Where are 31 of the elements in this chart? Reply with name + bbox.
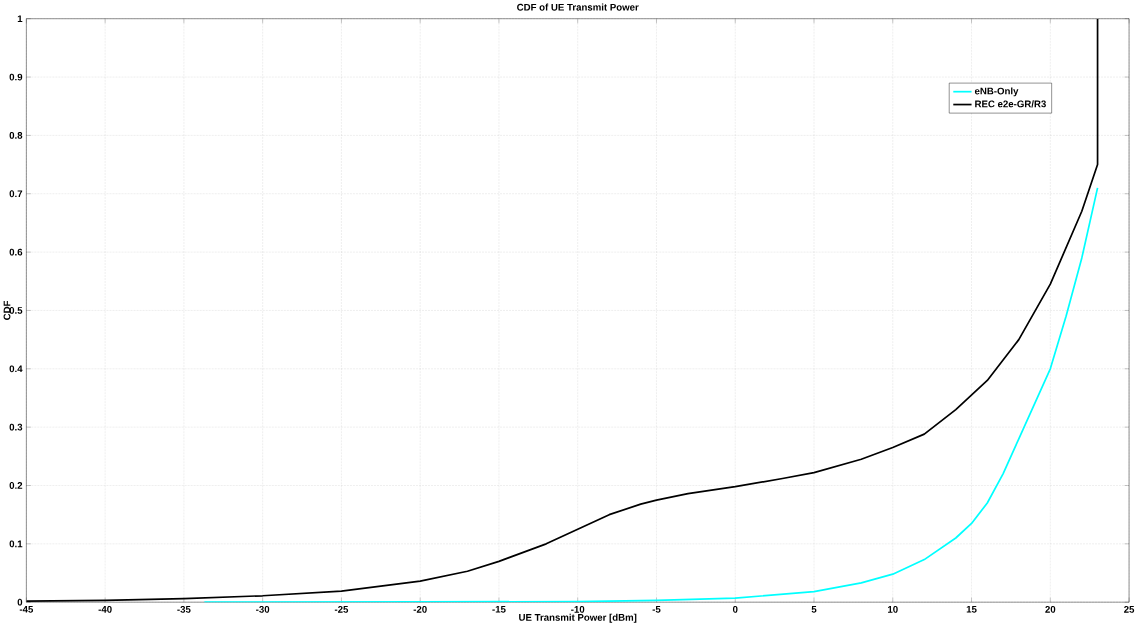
y-tick-label: 0.1 [9,540,23,548]
x-tick-label: -5 [652,605,661,613]
y-tick-label: 0.4 [9,365,23,373]
x-tick-label: -45 [19,605,34,613]
y-tick-label: 0.3 [9,423,23,431]
x-axis-title: UE Transmit Power [dBm] [519,613,637,623]
x-tick-label: 15 [966,605,977,613]
x-tick-label: -10 [571,605,585,613]
chart-title: CDF of UE Transmit Power [517,3,639,11]
x-tick-label: 20 [1045,605,1056,613]
x-tick-label: -25 [334,605,349,613]
y-tick-label: 1 [17,15,23,22]
y-tick-label: 0.2 [9,481,23,489]
x-tick-label: 25 [1124,605,1135,613]
x-tick-label: -30 [256,605,270,613]
y-tick-label: 0.9 [9,73,23,81]
y-tick-label: 0.6 [9,248,23,256]
x-tick-label: -20 [413,605,427,613]
y-tick-label: 0.8 [9,131,23,139]
x-tick-label: 0 [732,605,738,613]
y-tick-label: 0.7 [9,190,23,198]
x-tick-label: -35 [177,605,191,613]
y-axis-title: CDF [3,300,11,320]
x-tick-label: -40 [98,605,112,613]
y-tick-label: 0.5 [9,306,23,314]
legend-label: REC e2e-GR/R3 [975,100,1046,108]
x-tick-label: -15 [492,605,506,613]
y-tick-label: 0 [17,598,23,606]
legend-label: eNB-Only [974,87,1019,97]
x-tick-label: 10 [888,605,898,613]
x-tick-label: 5 [811,605,817,613]
